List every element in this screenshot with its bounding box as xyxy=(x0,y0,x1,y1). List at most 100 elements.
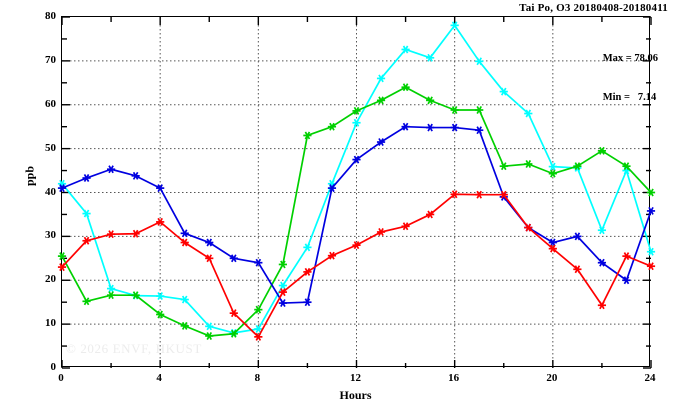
series-marker xyxy=(131,291,140,300)
y-axis-tick-labels: 0 10 20 30 40 50 60 70 80 xyxy=(22,10,56,373)
max-value-label: Max = 78.06 xyxy=(602,53,658,64)
series-marker xyxy=(106,165,116,174)
series-marker xyxy=(376,74,386,83)
series-marker xyxy=(106,284,116,293)
series-marker xyxy=(376,228,386,236)
series-marker xyxy=(327,251,337,260)
series-marker xyxy=(548,169,557,178)
series-marker xyxy=(254,305,263,314)
series-marker xyxy=(180,295,189,304)
series-marker xyxy=(646,247,656,256)
series-line xyxy=(61,125,652,304)
series-marker xyxy=(426,210,435,219)
plot-inner xyxy=(57,16,656,369)
series-marker xyxy=(475,57,484,66)
y-tick-label: 80 xyxy=(45,10,56,22)
series-marker xyxy=(499,162,508,171)
series-marker xyxy=(180,321,189,330)
series-marker xyxy=(205,331,214,340)
series-marker xyxy=(303,243,312,252)
y-tick-label: 10 xyxy=(45,317,56,330)
watermark: © 2026 ENVF, HKUST xyxy=(66,341,202,356)
data-series-layer xyxy=(57,21,656,341)
series-marker xyxy=(254,258,263,267)
series-marker xyxy=(57,263,67,272)
series-2 xyxy=(57,122,656,308)
series-marker xyxy=(548,162,557,171)
series-marker xyxy=(450,106,459,114)
series-marker xyxy=(475,106,484,114)
series-marker xyxy=(278,281,287,290)
series-marker xyxy=(646,262,656,271)
series-marker xyxy=(401,222,410,231)
series-marker xyxy=(426,123,435,132)
series-marker xyxy=(278,288,287,297)
series-marker xyxy=(622,276,631,285)
series-marker xyxy=(106,291,116,300)
series-marker xyxy=(646,206,656,215)
series-marker xyxy=(156,292,165,301)
series-marker xyxy=(82,209,91,218)
series-marker xyxy=(82,174,91,182)
x-axis-tick-labels: 0 4 8 12 16 20 24 xyxy=(58,372,655,388)
x-tick-label: 24 xyxy=(644,372,656,384)
series-marker xyxy=(205,254,214,263)
series-marker xyxy=(278,299,287,308)
series-marker xyxy=(278,260,287,269)
series-marker xyxy=(205,238,214,247)
axis-ticks-layer xyxy=(61,16,652,369)
series-marker xyxy=(180,238,189,247)
series-marker xyxy=(327,184,337,193)
x-tick-label: 0 xyxy=(58,372,64,384)
series-marker xyxy=(376,96,386,105)
series-marker xyxy=(401,83,410,92)
series-0 xyxy=(57,21,656,337)
series-marker xyxy=(426,96,435,105)
series-marker xyxy=(573,232,582,241)
series-line xyxy=(61,24,652,334)
series-marker xyxy=(548,244,557,253)
series-marker xyxy=(450,123,459,132)
series-marker xyxy=(622,252,631,261)
series-marker xyxy=(303,131,312,140)
series-marker xyxy=(82,297,91,306)
series-marker xyxy=(156,217,165,226)
min-value-label: Min = 7.14 xyxy=(602,92,657,103)
series-marker xyxy=(524,223,533,232)
series-marker xyxy=(156,310,165,319)
series-marker xyxy=(303,267,312,276)
x-tick-label: 8 xyxy=(254,372,261,384)
y-tick-label: 20 xyxy=(45,273,56,286)
series-marker xyxy=(524,109,533,118)
series-marker xyxy=(327,122,337,131)
series-marker xyxy=(352,106,361,115)
chart-title: Tai Po, O3 20180408-20180411 xyxy=(519,2,668,14)
series-marker xyxy=(352,241,361,250)
y-tick-label: 30 xyxy=(45,229,56,242)
series-marker xyxy=(597,146,607,155)
series-marker xyxy=(450,21,459,30)
series-marker xyxy=(426,53,435,62)
series-marker xyxy=(573,162,582,171)
x-tick-label: 16 xyxy=(448,372,460,384)
y-tick-label: 60 xyxy=(45,97,56,110)
series-marker xyxy=(106,230,116,239)
series-marker xyxy=(254,332,263,341)
series-3 xyxy=(57,190,656,341)
series-marker xyxy=(156,184,165,193)
series-marker xyxy=(303,298,312,307)
series-marker xyxy=(499,87,508,96)
series-marker xyxy=(475,126,484,135)
series-marker xyxy=(352,155,361,164)
y-tick-label: 0 xyxy=(50,361,57,373)
series-marker xyxy=(499,190,508,199)
series-marker xyxy=(597,258,607,267)
series-marker xyxy=(205,322,214,331)
x-tick-label: 12 xyxy=(350,372,361,384)
series-marker xyxy=(82,236,91,245)
series-marker xyxy=(131,229,140,238)
series-marker xyxy=(450,190,459,199)
x-axis-label: Hours xyxy=(339,388,372,402)
series-marker xyxy=(254,324,263,333)
series-marker xyxy=(229,329,238,338)
